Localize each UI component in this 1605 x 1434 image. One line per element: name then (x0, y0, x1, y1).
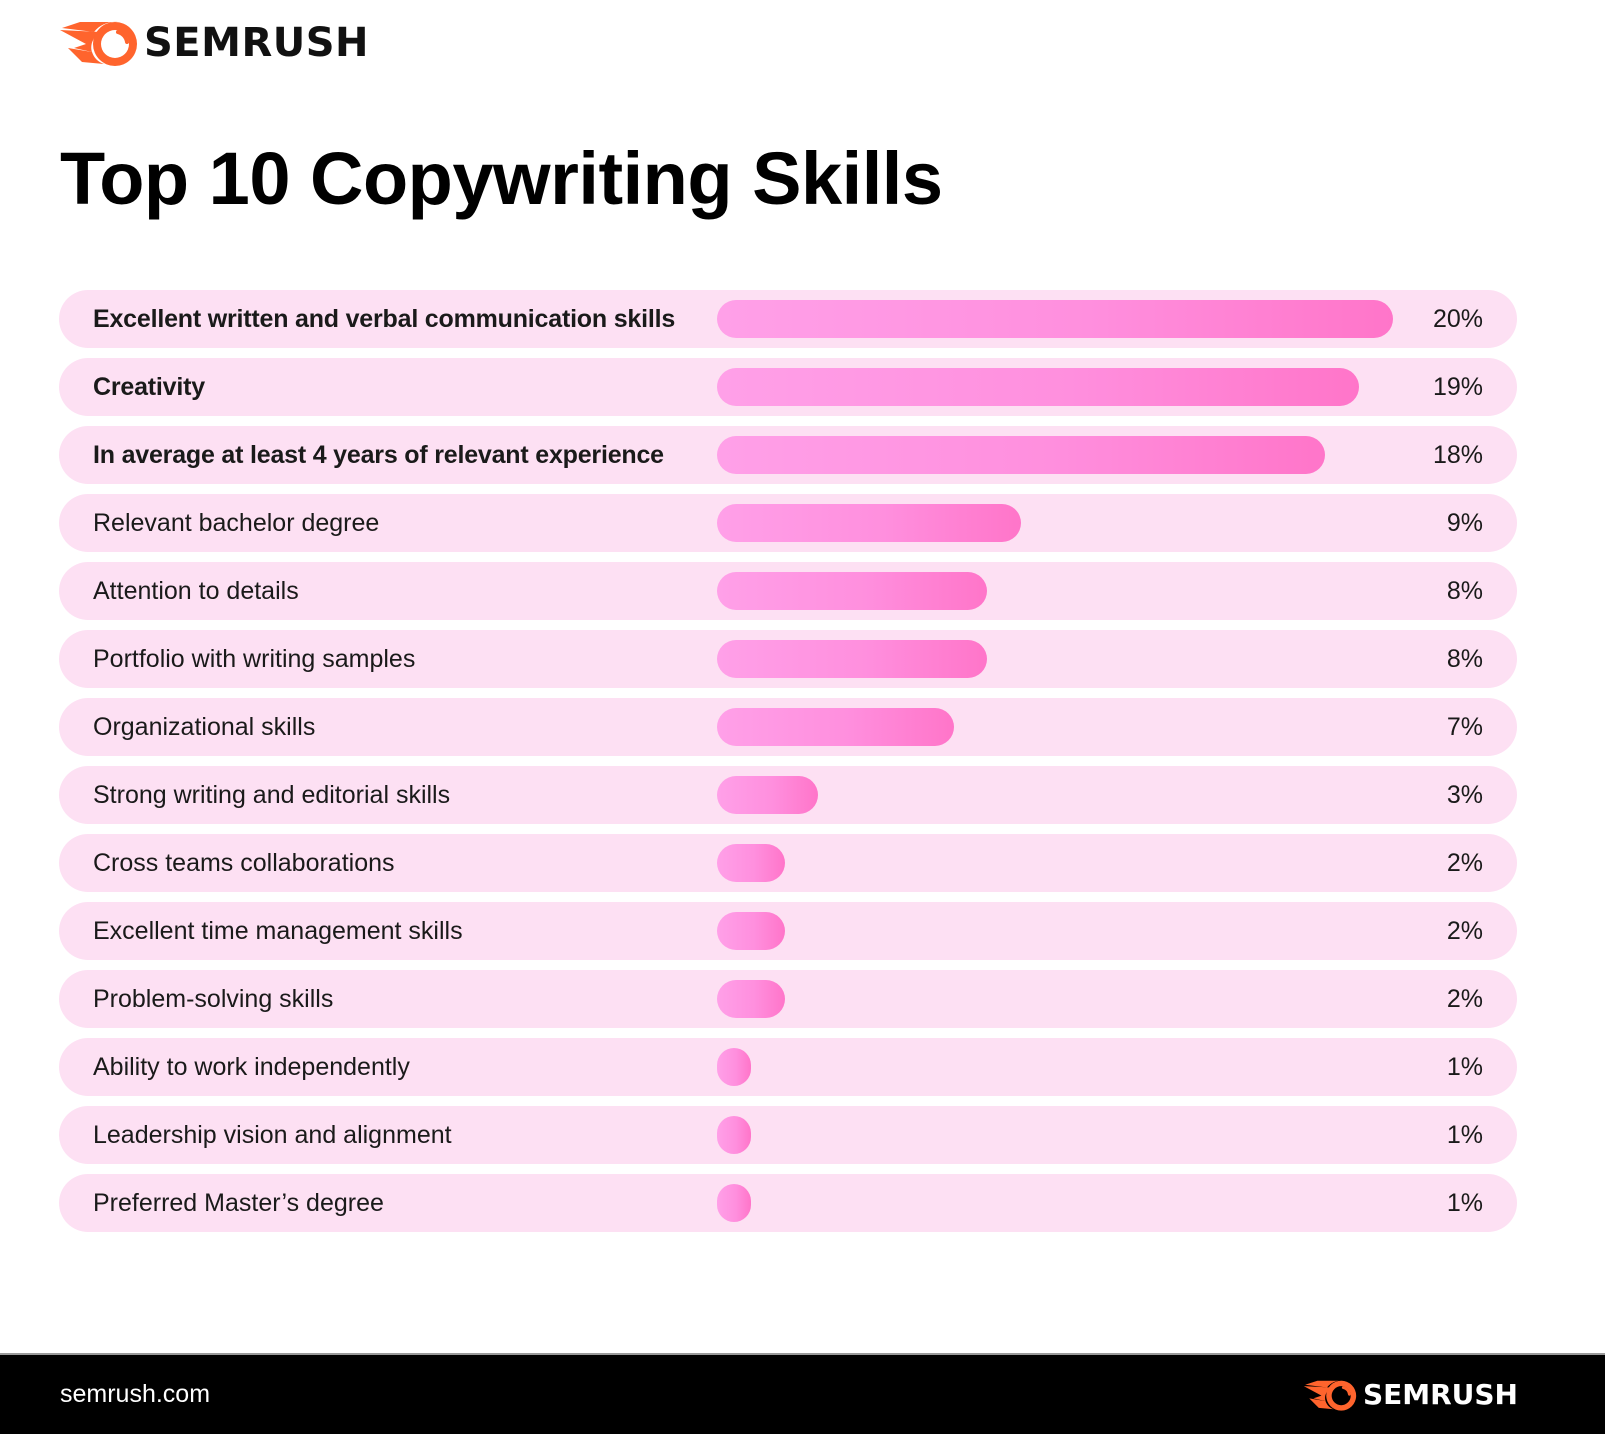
row-value: 2% (1446, 849, 1483, 877)
value-bar (717, 1116, 751, 1154)
skills-bar-chart: Excellent written and verbal communicati… (59, 290, 1517, 1242)
value-bar (717, 776, 819, 814)
value-bar (717, 1048, 751, 1086)
row-value: 8% (1446, 645, 1483, 673)
row-value: 1% (1446, 1121, 1483, 1149)
value-bar (717, 300, 1393, 338)
chart-row: Organizational skills 7% (59, 698, 1517, 756)
row-label: Preferred Master’s degree (93, 1189, 384, 1217)
chart-row: Strong writing and editorial skills 3% (59, 766, 1517, 824)
footer-logo-wordmark: SEMRUSH (1362, 1378, 1518, 1411)
value-bar (717, 436, 1326, 474)
row-label: Creativity (93, 373, 205, 401)
chart-row: In average at least 4 years of relevant … (59, 426, 1517, 484)
value-bar (717, 368, 1360, 406)
row-value: 3% (1446, 781, 1483, 809)
chart-row: Excellent written and verbal communicati… (59, 290, 1517, 348)
row-label: Attention to details (93, 577, 299, 605)
chart-row: Problem-solving skills 2% (59, 970, 1517, 1028)
value-bar (717, 504, 1022, 542)
chart-row: Leadership vision and alignment 1% (59, 1106, 1517, 1164)
chart-title: Top 10 Copywriting Skills (60, 137, 943, 220)
footer-website-link[interactable]: semrush.com (60, 1380, 211, 1408)
row-label: Portfolio with writing samples (93, 645, 416, 673)
value-bar (717, 844, 785, 882)
value-bar (717, 980, 785, 1018)
chart-row: Portfolio with writing samples 8% (59, 630, 1517, 688)
row-label: Ability to work independently (93, 1053, 410, 1081)
chart-row: Ability to work independently 1% (59, 1038, 1517, 1096)
row-label: Cross teams collaborations (93, 849, 395, 877)
footer: semrush.com SEMRUSH (0, 1353, 1605, 1434)
row-value: 18% (1432, 441, 1483, 469)
semrush-logo: SEMRUSH (60, 18, 369, 68)
row-label: Excellent written and verbal communicati… (93, 305, 676, 333)
semrush-fireball-icon (1303, 1380, 1357, 1411)
row-label: Relevant bachelor degree (93, 509, 380, 537)
row-value: 8% (1446, 577, 1483, 605)
chart-row: Cross teams collaborations 2% (59, 834, 1517, 892)
chart-row: Creativity 19% (59, 358, 1517, 416)
chart-row: Attention to details 8% (59, 562, 1517, 620)
row-label: Leadership vision and alignment (93, 1121, 452, 1149)
row-label: Strong writing and editorial skills (93, 781, 451, 809)
value-bar (717, 912, 785, 950)
row-value: 20% (1432, 305, 1483, 333)
chart-row: Relevant bachelor degree 9% (59, 494, 1517, 552)
row-value: 2% (1446, 985, 1483, 1013)
row-label: In average at least 4 years of relevant … (93, 441, 664, 469)
row-value: 9% (1446, 509, 1483, 537)
value-bar (717, 572, 988, 610)
row-label: Problem-solving skills (93, 985, 334, 1013)
row-value: 1% (1446, 1189, 1483, 1217)
value-bar (717, 1184, 751, 1222)
row-value: 7% (1446, 713, 1483, 741)
row-value: 19% (1432, 373, 1483, 401)
logo-wordmark: SEMRUSH (144, 20, 370, 66)
chart-row: Excellent time management skills 2% (59, 902, 1517, 960)
row-value: 1% (1446, 1053, 1483, 1081)
row-label: Organizational skills (93, 713, 316, 741)
row-value: 2% (1446, 917, 1483, 945)
row-label: Excellent time management skills (93, 917, 463, 945)
chart-row: Preferred Master’s degree 1% (59, 1174, 1517, 1232)
footer-semrush-logo: SEMRUSH (1303, 1377, 1518, 1413)
value-bar (717, 708, 954, 746)
value-bar (717, 640, 988, 678)
semrush-fireball-icon (60, 21, 137, 66)
